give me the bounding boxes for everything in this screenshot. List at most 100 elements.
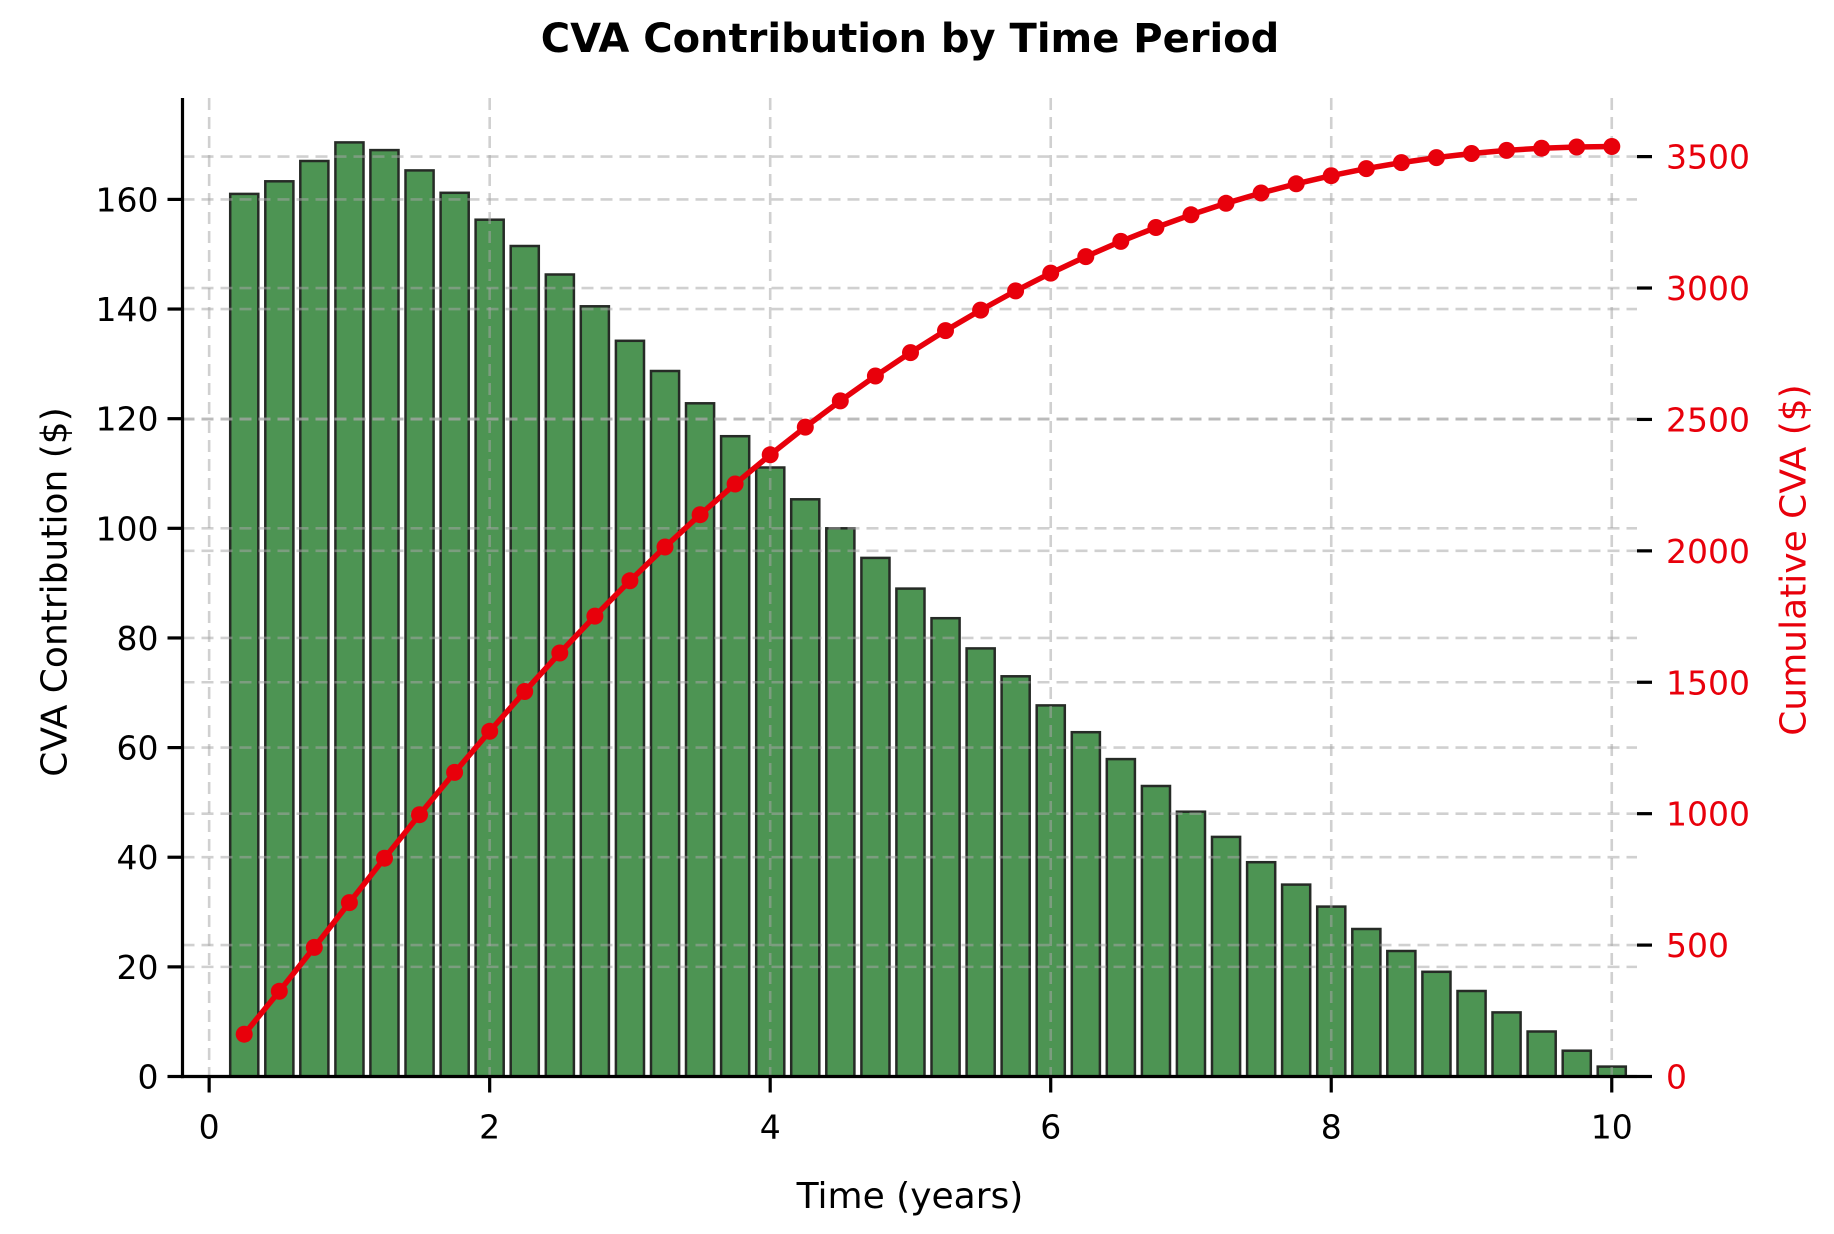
- cumulative-point: [1568, 138, 1586, 156]
- left-tick-label: 160: [96, 180, 159, 219]
- ticks-group: 0 20 40 60 80 100 120 140 160 0 500 1000 1500 2000 250…: [96, 138, 1750, 1147]
- cumulative-point: [1392, 154, 1410, 172]
- left-tick-label: 120: [96, 400, 159, 439]
- bar: [1140, 784, 1172, 1078]
- cumulative-point: [1498, 141, 1516, 159]
- x-tick-label: 8: [1321, 1108, 1342, 1147]
- cumulative-point: [1357, 160, 1375, 178]
- cumulative-point: [1077, 248, 1095, 266]
- cumulative-point: [1533, 139, 1551, 157]
- left-tick-label: 20: [117, 948, 159, 987]
- cumulative-line-group: [235, 138, 1621, 1043]
- bar: [1421, 970, 1452, 1078]
- cumulative-point: [516, 683, 534, 700]
- x-tick-label: 2: [479, 1108, 500, 1147]
- right-tick-label: 3000: [1666, 269, 1750, 308]
- cumulative-point: [1463, 145, 1480, 162]
- right-tick-label: 500: [1666, 926, 1729, 965]
- bar: [1245, 860, 1277, 1078]
- x-tick-label: 10: [1591, 1108, 1633, 1147]
- cumulative-point: [902, 344, 919, 362]
- left-tick-label: 140: [96, 290, 159, 329]
- left-tick-label: 0: [138, 1058, 159, 1097]
- bar: [789, 498, 821, 1078]
- cumulative-point: [270, 982, 288, 1000]
- bar: [509, 244, 541, 1078]
- right-tick-label: 2000: [1666, 532, 1750, 571]
- bar: [965, 647, 996, 1078]
- cumulative-point: [831, 392, 849, 410]
- bar: [1210, 835, 1242, 1078]
- bar: [614, 339, 646, 1078]
- cumulative-point: [726, 475, 744, 493]
- bar: [579, 305, 611, 1078]
- right-tick-label: 2500: [1666, 400, 1750, 439]
- bar: [404, 169, 435, 1078]
- bars-group: [228, 141, 1628, 1078]
- bar: [439, 191, 470, 1078]
- x-tick-label: 4: [760, 1108, 781, 1147]
- bar: [1561, 1049, 1593, 1078]
- cumulative-point: [1287, 175, 1305, 193]
- cumulative-point: [796, 418, 814, 436]
- right-tick-label: 1000: [1666, 795, 1750, 834]
- right-y-axis-label: Cumulative CVA ($): [1773, 384, 1815, 736]
- cumulative-point: [972, 301, 990, 319]
- cumulative-point: [1217, 194, 1235, 212]
- cumulative-line: [241, 143, 1615, 1037]
- cumulative-point: [656, 538, 674, 556]
- bar: [1105, 757, 1137, 1078]
- cumulative-point: [1147, 219, 1165, 236]
- chart-title: CVA Contribution by Time Period: [540, 16, 1280, 62]
- cumulative-point: [621, 572, 639, 590]
- cumulative-point: [376, 849, 393, 867]
- cumulative-point: [551, 644, 569, 662]
- left-tick-label: 40: [117, 838, 159, 877]
- cumulative-point: [1322, 167, 1340, 185]
- cumulative-point: [481, 722, 499, 740]
- spines-group: [180, 98, 1637, 1079]
- bar: [1526, 1030, 1557, 1078]
- bar: [1000, 675, 1031, 1078]
- bar: [1070, 730, 1102, 1078]
- bar: [825, 527, 856, 1078]
- x-tick-label: 0: [199, 1108, 220, 1147]
- cumulative-point: [1042, 264, 1060, 282]
- left-tick-label: 100: [96, 509, 159, 548]
- cumulative-point: [937, 322, 954, 340]
- grid-group: [182, 98, 1637, 1077]
- x-tick-label: 6: [1040, 1108, 1061, 1147]
- cumulative-point: [305, 938, 323, 956]
- bar: [1386, 949, 1417, 1078]
- cumulative-point: [1603, 138, 1621, 155]
- bar: [544, 273, 576, 1078]
- cumulative-point: [1182, 206, 1200, 224]
- bar: [860, 556, 891, 1078]
- left-tick-label: 60: [117, 729, 159, 768]
- cumulative-point: [761, 446, 779, 464]
- right-tick-label: 1500: [1666, 663, 1750, 702]
- left-y-axis-label: CVA Contribution ($): [34, 407, 76, 777]
- cumulative-point: [235, 1025, 253, 1043]
- cumulative-point: [411, 806, 428, 824]
- bar: [719, 434, 751, 1078]
- bar: [649, 369, 681, 1078]
- cumulative-point: [446, 763, 464, 781]
- bar: [1491, 1011, 1522, 1078]
- cumulative-point: [586, 607, 604, 625]
- bar: [264, 180, 295, 1078]
- x-axis-label: Time (years): [796, 1176, 1024, 1217]
- left-tick-label: 80: [117, 619, 159, 658]
- bar: [1351, 927, 1382, 1078]
- cumulative-point: [1252, 184, 1270, 202]
- cumulative-point: [866, 367, 884, 385]
- cumulative-point: [691, 506, 709, 524]
- cumulative-point: [340, 894, 358, 912]
- right-tick-label: 3500: [1666, 138, 1750, 177]
- bar: [334, 141, 365, 1078]
- bar: [1456, 989, 1487, 1078]
- bar: [895, 587, 926, 1078]
- bar: [1280, 883, 1312, 1078]
